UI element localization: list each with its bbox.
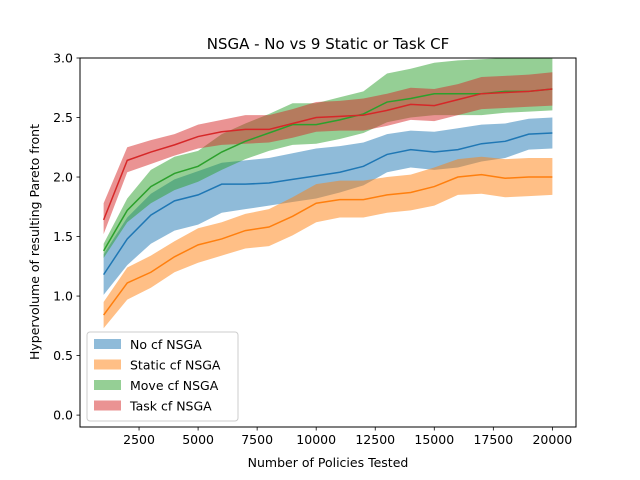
band-no-cf-nsga (103, 117, 553, 295)
legend-frame (86, 331, 239, 422)
legend-label-move-cf-nsga: Move cf NSGA (130, 378, 219, 393)
x-axis-label: Number of Policies Tested (248, 455, 409, 470)
chart-title: NSGA - No vs 9 Static or Task CF (207, 35, 450, 53)
x-tick-label: 7500 (241, 432, 273, 447)
band-static-cf-nsga (103, 156, 553, 329)
line-task-cf-nsga (102, 88, 553, 221)
y-tick-label: 0.0 (53, 408, 73, 423)
x-tick-label: 20000 (532, 432, 572, 447)
y-tick-label: 1.5 (53, 229, 73, 244)
legend-swatch-static-cf-nsga (94, 359, 121, 370)
legend-label-no-cf-nsga: No cf NSGA (130, 337, 202, 352)
y-tick-label: 2.0 (53, 170, 73, 185)
y-tick-label: 3.0 (53, 51, 73, 66)
x-tick-label: 10000 (296, 432, 336, 447)
legend: No cf NSGA Static cf NSGA Move cf NSGA Task… (86, 331, 239, 422)
x-tick-label: 5000 (182, 432, 214, 447)
plot-area (102, 58, 553, 329)
x-tick-label: 2500 (123, 432, 155, 447)
legend-label-task-cf-nsga: Task cf NSGA (129, 399, 212, 414)
line-no-cf-nsga (102, 132, 553, 276)
plot-frame (79, 57, 577, 428)
legend-swatch-no-cf-nsga (94, 339, 121, 349)
x-tick-label: 15000 (414, 432, 454, 447)
line-static-cf-nsga (103, 173, 553, 316)
y-axis-label: Hypervolume of resulting Pareto front (27, 124, 42, 360)
band-task-cf-nsga (103, 72, 553, 235)
y-tick-label: 2.5 (53, 110, 73, 125)
y-axis-ticks: 0.0 0.5 1.0 1.5 2.0 2.5 3.0 (53, 51, 80, 423)
x-tick-label: 17500 (473, 432, 513, 447)
line-move-cf-nsga (102, 88, 553, 252)
legend-swatch-task-cf-nsga (94, 400, 121, 411)
y-tick-label: 0.5 (53, 348, 73, 363)
legend-label-static-cf-nsga: Static cf NSGA (130, 358, 221, 373)
y-tick-label: 1.0 (53, 289, 73, 304)
x-axis-ticks: 2500 5000 7500 10000 12500 15000 17500 20000 (123, 427, 572, 447)
x-tick-label: 12500 (355, 432, 395, 447)
legend-swatch-move-cf-nsga (94, 380, 121, 390)
